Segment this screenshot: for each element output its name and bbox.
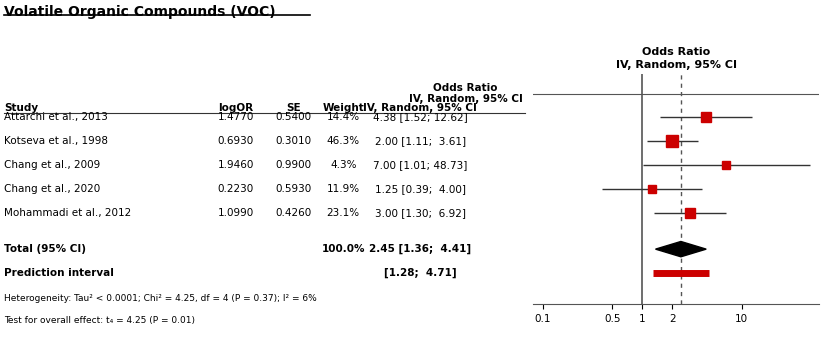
- Text: 1.25 [0.39;  4.00]: 1.25 [0.39; 4.00]: [375, 184, 466, 194]
- Text: 0.3010: 0.3010: [275, 137, 312, 146]
- Polygon shape: [656, 241, 706, 257]
- Text: Volatile Organic Compounds (VOC): Volatile Organic Compounds (VOC): [4, 5, 275, 19]
- Text: Mohammadi et al., 2012: Mohammadi et al., 2012: [4, 208, 131, 218]
- Text: Total (95% CI): Total (95% CI): [4, 244, 86, 254]
- Text: 2.00 [1.11;  3.61]: 2.00 [1.11; 3.61]: [375, 137, 466, 146]
- Text: 0.5930: 0.5930: [275, 184, 312, 194]
- Text: IV, Random, 95% CI: IV, Random, 95% CI: [409, 95, 523, 104]
- Text: 46.3%: 46.3%: [327, 137, 360, 146]
- Text: 100.0%: 100.0%: [322, 244, 365, 254]
- Text: [1.28;  4.71]: [1.28; 4.71]: [384, 268, 457, 278]
- Text: Chang et al., 2020: Chang et al., 2020: [4, 184, 100, 194]
- Text: 4.3%: 4.3%: [330, 160, 356, 170]
- Text: 1.4770: 1.4770: [218, 113, 254, 122]
- Text: IV, Random, 95% CI: IV, Random, 95% CI: [363, 103, 477, 113]
- Text: 11.9%: 11.9%: [327, 184, 360, 194]
- Text: Chang et al., 2009: Chang et al., 2009: [4, 160, 100, 170]
- Text: SE: SE: [286, 103, 301, 113]
- Text: 14.4%: 14.4%: [327, 113, 360, 122]
- Text: 0.2230: 0.2230: [218, 184, 254, 194]
- Text: 0.6930: 0.6930: [218, 137, 254, 146]
- Text: 1.0990: 1.0990: [218, 208, 254, 218]
- Text: 23.1%: 23.1%: [327, 208, 360, 218]
- Text: 0.5400: 0.5400: [275, 113, 312, 122]
- Text: 2.45 [1.36;  4.41]: 2.45 [1.36; 4.41]: [369, 244, 471, 254]
- Text: Odds Ratio: Odds Ratio: [433, 82, 498, 93]
- Text: Test for overall effect: t₄ = 4.25 (P = 0.01): Test for overall effect: t₄ = 4.25 (P = …: [4, 316, 195, 325]
- Text: Weight: Weight: [323, 103, 364, 113]
- Text: Attarchi et al., 2013: Attarchi et al., 2013: [4, 113, 108, 122]
- Text: 0.9900: 0.9900: [275, 160, 312, 170]
- Text: 7.00 [1.01; 48.73]: 7.00 [1.01; 48.73]: [373, 160, 467, 170]
- Text: Study: Study: [4, 103, 38, 113]
- Text: 1.9460: 1.9460: [218, 160, 254, 170]
- Text: 0.4260: 0.4260: [275, 208, 312, 218]
- Text: Kotseva et al., 1998: Kotseva et al., 1998: [4, 137, 108, 146]
- Text: logOR: logOR: [218, 103, 253, 113]
- Text: Heterogeneity: Tau² < 0.0001; Chi² = 4.25, df = 4 (P = 0.37); I² = 6%: Heterogeneity: Tau² < 0.0001; Chi² = 4.2…: [4, 294, 317, 303]
- Text: Prediction interval: Prediction interval: [4, 268, 114, 278]
- Text: Odds Ratio
IV, Random, 95% CI: Odds Ratio IV, Random, 95% CI: [615, 47, 737, 70]
- Text: 3.00 [1.30;  6.92]: 3.00 [1.30; 6.92]: [375, 208, 466, 218]
- Text: 4.38 [1.52; 12.62]: 4.38 [1.52; 12.62]: [373, 113, 467, 122]
